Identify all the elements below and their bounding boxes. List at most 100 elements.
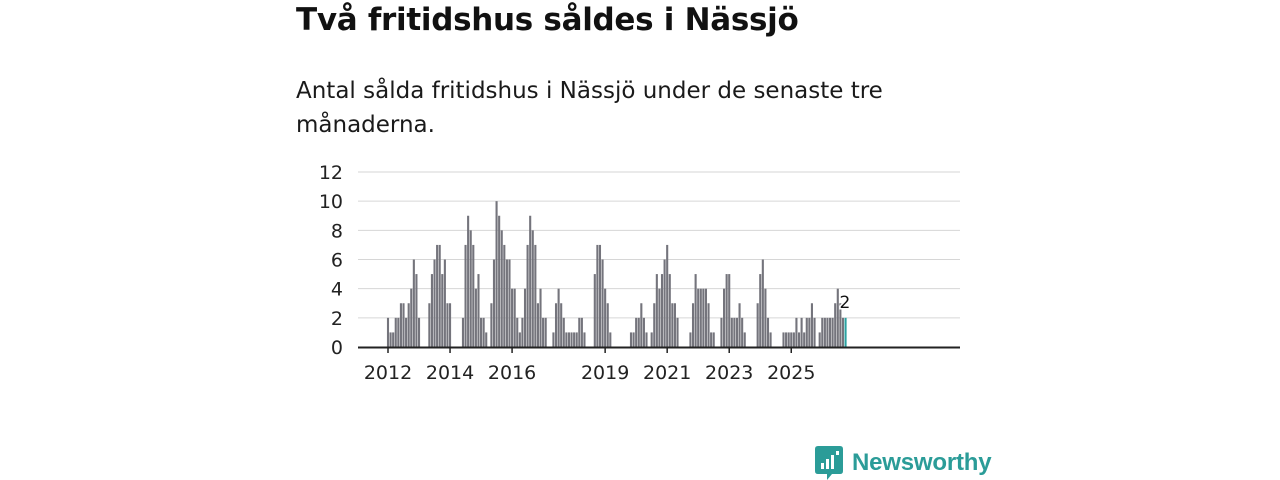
bar — [823, 317, 826, 347]
x-tick-label: 2025 — [767, 362, 815, 384]
bars — [386, 201, 847, 347]
bar — [389, 332, 392, 347]
bar — [787, 332, 790, 347]
bar — [402, 303, 405, 347]
bar — [511, 288, 514, 347]
bar — [593, 274, 596, 347]
bar — [523, 288, 527, 347]
bar — [433, 259, 436, 347]
bar — [428, 303, 431, 347]
y-tick-label: 12 — [319, 162, 343, 184]
bar — [797, 332, 801, 347]
bar — [764, 288, 767, 347]
bar — [598, 244, 602, 347]
bar — [554, 303, 558, 347]
gridlines — [358, 171, 960, 319]
bar — [769, 332, 772, 347]
bar — [668, 274, 671, 347]
y-tick-label: 8 — [331, 220, 343, 242]
bar — [741, 317, 744, 347]
bar — [410, 288, 413, 347]
bar — [575, 332, 578, 347]
bar — [477, 274, 480, 347]
bar — [480, 317, 483, 347]
bar — [756, 303, 759, 347]
bar — [407, 303, 410, 347]
bar — [405, 317, 408, 347]
bar — [474, 288, 477, 347]
bar — [505, 259, 508, 347]
bar — [412, 259, 415, 347]
bar — [399, 303, 402, 347]
bar — [635, 317, 638, 347]
bar — [441, 274, 444, 347]
bar — [567, 332, 570, 347]
bar — [653, 303, 656, 347]
bar — [785, 332, 788, 347]
bar — [578, 317, 581, 347]
bar — [604, 288, 607, 347]
y-axis-labels: 0 2 4 6 8 10 12 — [319, 162, 343, 359]
bar — [730, 317, 733, 347]
bar — [601, 259, 604, 347]
bar — [472, 244, 475, 347]
bar — [544, 317, 547, 347]
bar — [782, 332, 785, 347]
bar — [583, 332, 586, 347]
bar — [392, 332, 395, 347]
bar — [728, 274, 731, 347]
bar — [834, 303, 837, 347]
bar — [671, 303, 674, 347]
bar — [831, 317, 834, 347]
bar — [397, 317, 400, 347]
bar-chart: 0 2 4 6 8 10 12 2012 2014 2016 2019 2021 2023 2025 2 — [319, 162, 960, 384]
bar — [629, 332, 633, 347]
bar — [792, 332, 795, 347]
bar — [500, 230, 503, 347]
y-tick-label: 6 — [331, 250, 343, 272]
bar — [526, 244, 529, 347]
bar — [467, 215, 470, 347]
bar — [841, 317, 845, 347]
y-tick-label: 2 — [331, 308, 343, 330]
annotations: 2 — [838, 292, 852, 315]
bar — [735, 317, 739, 347]
bar — [508, 259, 511, 347]
bar — [539, 288, 542, 347]
bar — [482, 317, 485, 347]
bar — [795, 317, 798, 347]
bar — [808, 317, 811, 347]
bar — [704, 288, 707, 347]
bar — [658, 288, 661, 347]
bar — [743, 332, 746, 347]
bar — [712, 332, 715, 347]
bar — [813, 317, 816, 347]
bar — [723, 288, 726, 347]
bar — [492, 259, 496, 347]
bar — [521, 317, 524, 347]
bar — [710, 332, 713, 347]
bar — [694, 274, 697, 347]
x-tick-label: 2023 — [705, 362, 753, 384]
bar — [417, 317, 421, 347]
x-axis: 2012 2014 2016 2019 2021 2023 2025 — [358, 346, 960, 384]
bar — [562, 317, 565, 347]
x-tick-label: 2019 — [581, 362, 629, 384]
bar — [839, 303, 842, 347]
bar — [691, 303, 695, 347]
bar — [531, 230, 534, 347]
bar — [394, 317, 397, 347]
bar — [650, 332, 653, 347]
x-tick-label: 2014 — [426, 362, 474, 384]
bar — [790, 332, 793, 347]
bar — [632, 332, 635, 347]
bar — [828, 317, 832, 347]
bar — [738, 303, 741, 347]
bar — [469, 230, 472, 347]
bar — [503, 244, 506, 347]
bar — [707, 303, 710, 347]
bar — [666, 244, 669, 347]
bar — [663, 259, 666, 347]
bar — [552, 332, 555, 347]
bar — [443, 259, 446, 347]
